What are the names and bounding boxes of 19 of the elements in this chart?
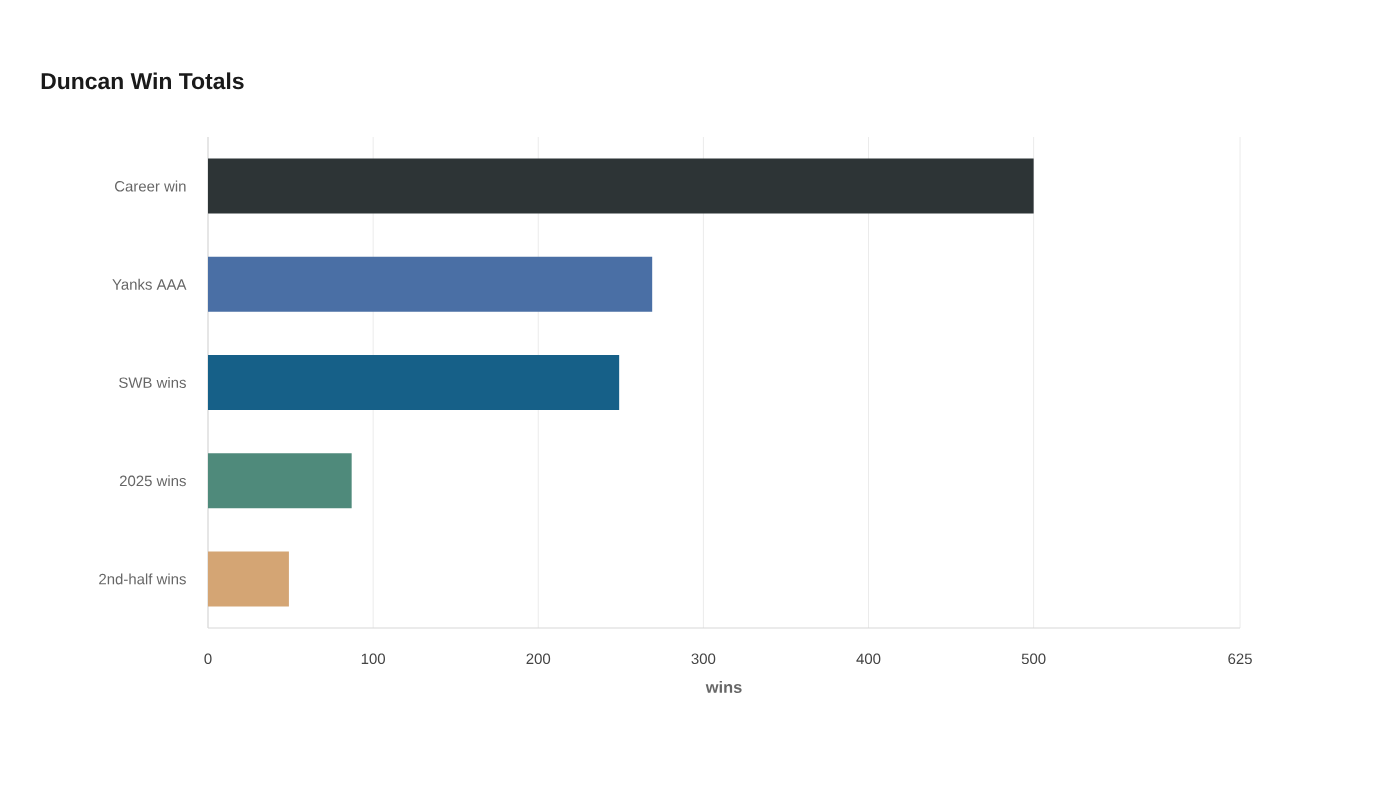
bar: [208, 551, 289, 607]
y-tick-label: SWB wins: [119, 377, 186, 388]
chart-title: Duncan Win Totals: [41, 72, 244, 90]
x-tick-label: 100: [361, 653, 385, 665]
bar: [208, 158, 1034, 214]
y-tick-label: 2025 wins: [119, 475, 186, 487]
x-tick-label: 500: [1021, 653, 1046, 665]
x-tick-label: 400: [856, 653, 881, 665]
x-tick-label: 0: [204, 653, 212, 665]
bar: [208, 453, 352, 509]
bar: [208, 355, 620, 410]
y-tick-label: 2nd-half wins: [99, 573, 186, 585]
y-tick-label: Career win: [115, 180, 186, 192]
x-tick-label: 200: [526, 653, 551, 665]
bar: [208, 256, 653, 312]
y-tick-label: Yanks AAA: [112, 278, 187, 290]
x-tick-label: 625: [1228, 653, 1252, 665]
x-tick-label: 300: [691, 653, 716, 665]
x-axis-title: wins: [705, 680, 742, 694]
